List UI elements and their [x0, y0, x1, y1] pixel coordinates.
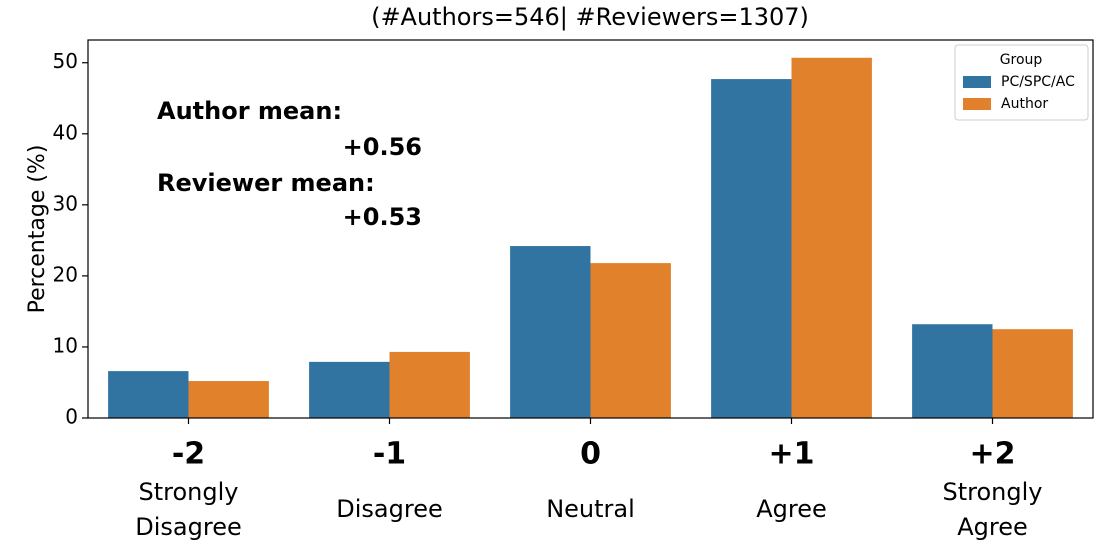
bar	[912, 324, 993, 418]
x-tick-description: Strongly	[943, 478, 1043, 506]
bar	[309, 361, 390, 418]
bar	[108, 371, 189, 418]
x-tick-description: Agree	[957, 513, 1028, 540]
bar	[992, 329, 1073, 418]
bar	[791, 57, 872, 419]
bar	[510, 246, 591, 418]
x-tick-description: Disagree	[135, 513, 241, 540]
bar	[188, 381, 269, 418]
x-tick-description: Agree	[756, 495, 827, 523]
y-tick-label: 50	[53, 49, 78, 73]
y-axis-label: Percentage (%)	[25, 145, 50, 314]
y-tick-label: 30	[53, 191, 78, 215]
bar	[590, 263, 671, 418]
x-tick-label: 0	[580, 437, 601, 472]
y-tick-label: 10	[53, 333, 78, 357]
annotation: Author mean:	[157, 97, 342, 125]
x-tick-label: -1	[373, 437, 406, 472]
x-tick-description: Disagree	[336, 495, 442, 523]
legend-label: Author	[1001, 96, 1048, 112]
annotation: +0.53	[343, 203, 422, 231]
legend-label: PC/SPC/AC	[1001, 74, 1075, 90]
annotation: Reviewer mean:	[157, 169, 375, 197]
x-tick-label: +1	[768, 437, 814, 472]
x-tick-label: -2	[172, 437, 205, 472]
annotation: +0.56	[343, 133, 422, 161]
plot-frame	[87, 39, 1094, 419]
bar	[389, 351, 470, 418]
chart-title: (#Authors=546| #Reviewers=1307)	[371, 3, 809, 31]
legend-swatch	[963, 76, 991, 88]
legend-swatch	[963, 98, 991, 110]
x-tick-description: Strongly	[139, 478, 239, 506]
x-tick-label: +2	[969, 437, 1015, 472]
y-tick-label: 0	[65, 405, 78, 429]
x-tick-description: Neutral	[546, 495, 635, 523]
y-tick-label: 20	[53, 262, 78, 286]
legend-title: Group	[1000, 52, 1043, 68]
bar	[711, 79, 792, 418]
y-tick-label: 40	[53, 120, 78, 144]
